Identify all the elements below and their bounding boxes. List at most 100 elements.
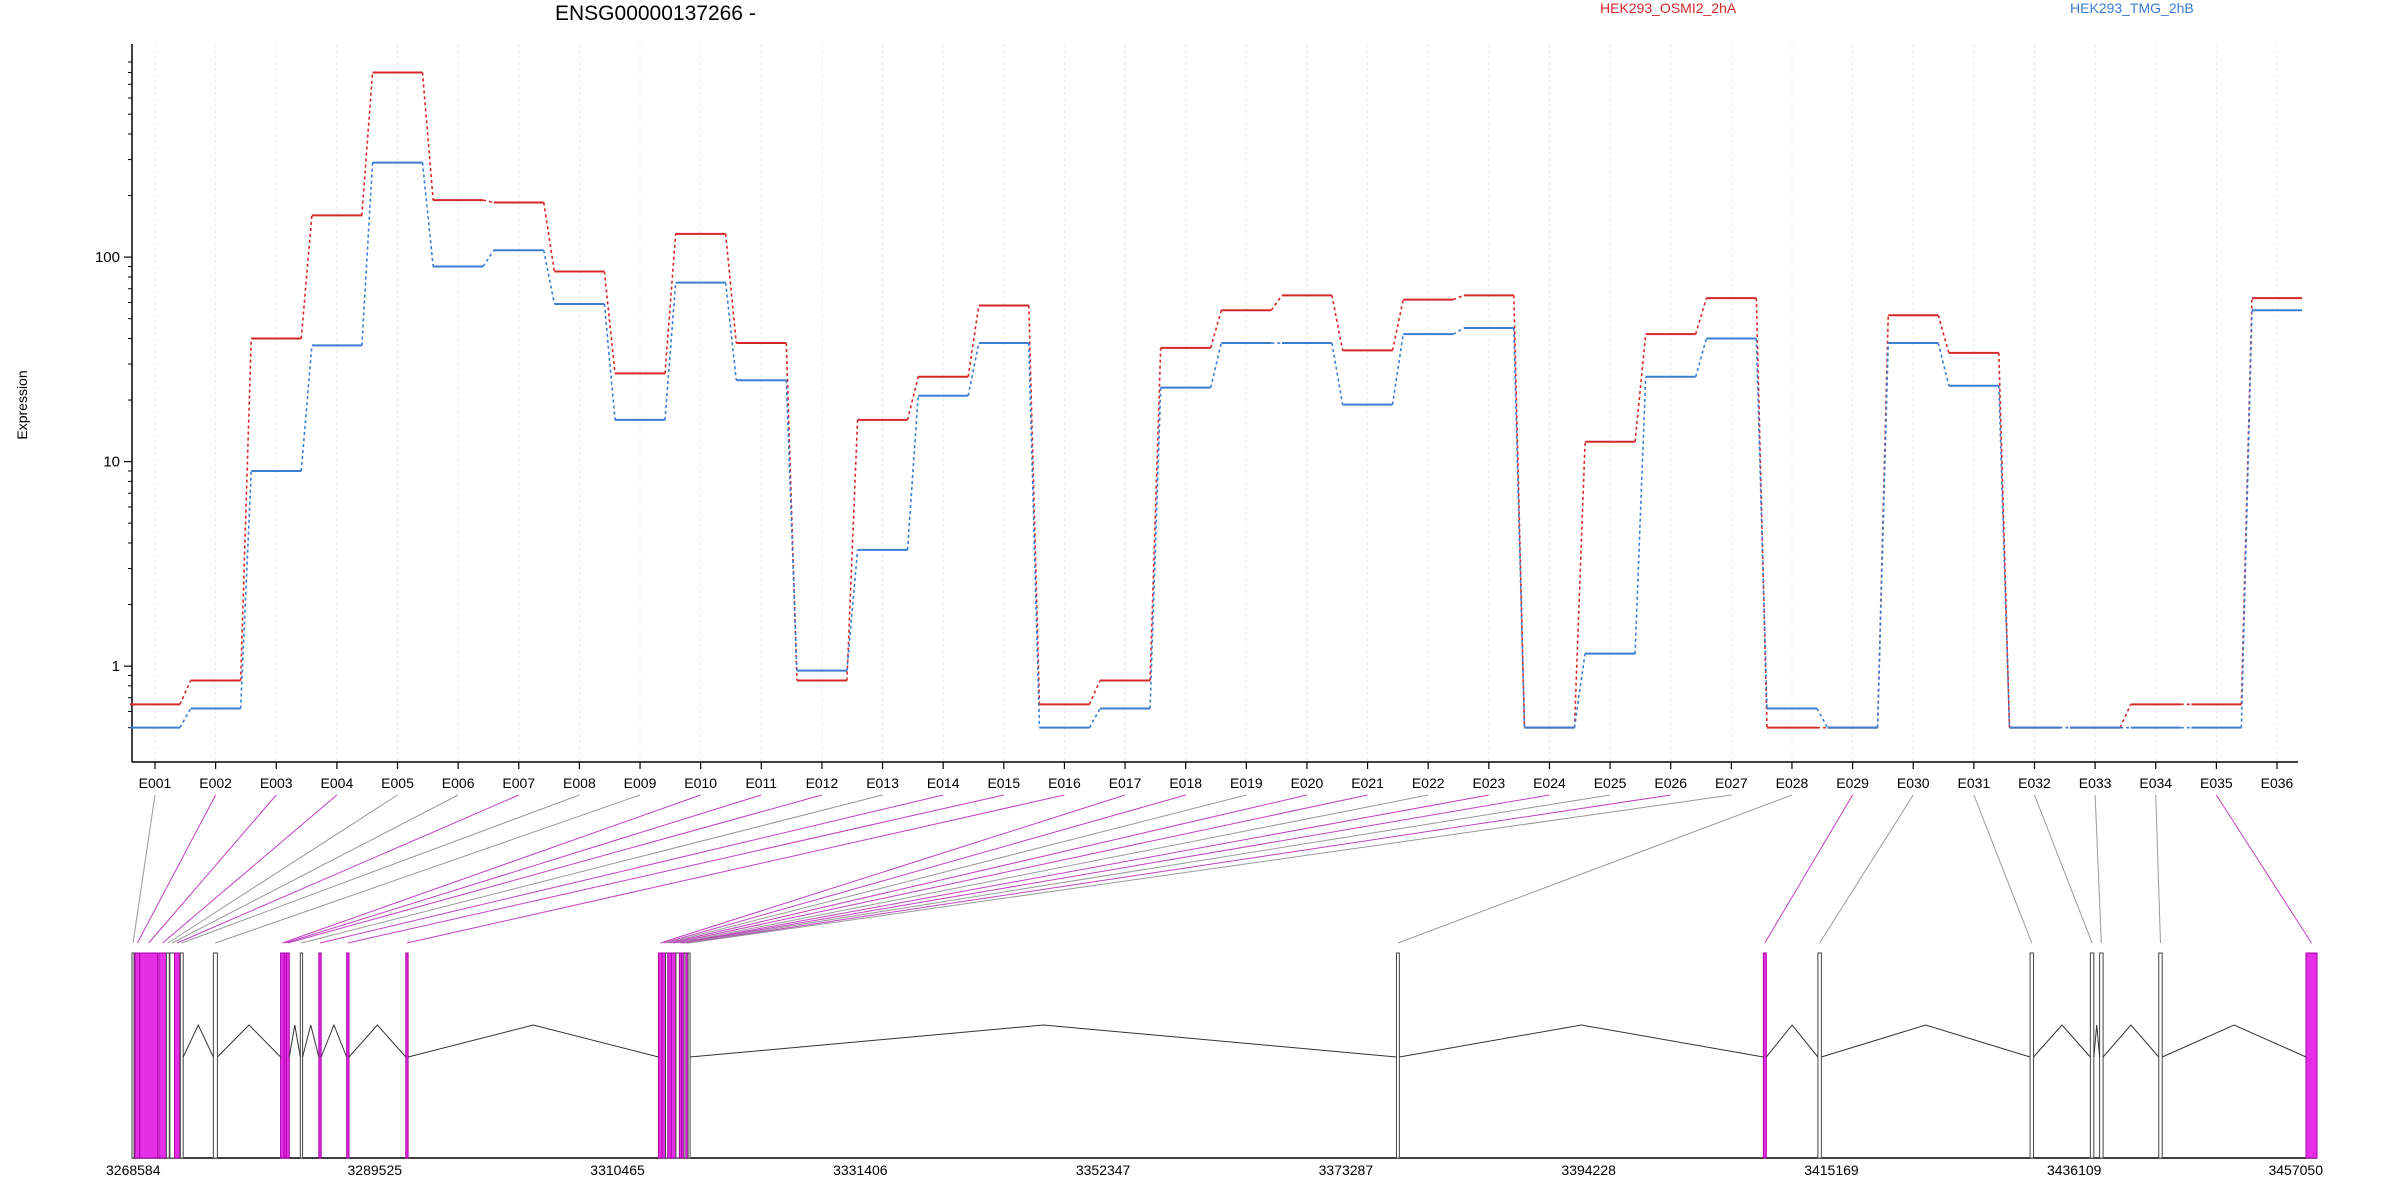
x-tick-label-e023: E023 — [1472, 775, 1505, 791]
mapping-line-e025 — [684, 794, 1611, 944]
series-1-connector — [1876, 343, 1890, 728]
series-1-connector — [2240, 310, 2253, 728]
series-1-connector — [1331, 342, 1344, 405]
genome-tick-label-3352347: 3352347 — [1076, 1162, 1131, 1178]
series-1-connector — [1391, 334, 1404, 405]
exon-box-e008 — [179, 952, 184, 1159]
y-tick-label-1: 1 — [112, 658, 120, 675]
mapping-line-e001 — [132, 794, 156, 944]
mapping-line-e023 — [680, 794, 1489, 944]
x-tick-label-e030: E030 — [1897, 775, 1930, 791]
genome-tick-label-3331406: 3331406 — [833, 1162, 888, 1178]
intron-connector — [2102, 1024, 2160, 1058]
exon-box-e029 — [1762, 952, 1767, 1159]
mapping-line-e021 — [673, 794, 1368, 944]
series-0-connector — [967, 305, 980, 377]
intron-connector — [217, 1024, 281, 1058]
mapping-line-e027 — [688, 794, 1732, 944]
x-tick-label-e036: E036 — [2261, 775, 2294, 791]
series-1-connector — [300, 345, 313, 472]
mapping-line-e018 — [663, 794, 1186, 944]
intron-connector — [1765, 1024, 1819, 1058]
series-0-connector — [1391, 299, 1404, 351]
exon-box-e034 — [2158, 952, 2163, 1159]
mapping-line-e024 — [682, 794, 1550, 944]
intron-connector — [407, 1024, 659, 1058]
mapping-line-e030 — [1819, 794, 1914, 944]
series-0-connector — [1270, 294, 1283, 311]
series-1-connector — [1088, 708, 1101, 729]
exon-box-e016 — [405, 952, 409, 1159]
mapping-line-e010 — [282, 794, 701, 944]
x-tick-label-e025: E025 — [1594, 775, 1627, 791]
series-0-connector — [603, 271, 616, 374]
exon-box-e027 — [687, 952, 691, 1159]
series-1-connector — [239, 470, 253, 709]
series-1-connector — [1755, 338, 1768, 709]
genome-tick-label-3394228: 3394228 — [1561, 1162, 1616, 1178]
x-tick-label-e017: E017 — [1109, 775, 1142, 791]
series-1-connector — [1149, 387, 1162, 709]
mapping-line-e019 — [666, 794, 1247, 944]
x-tick-label-e007: E007 — [502, 775, 535, 791]
exon-box-e009 — [212, 952, 218, 1159]
series-0-connector — [1149, 347, 1162, 681]
series-1-connector — [1816, 708, 1829, 729]
exon-box-e028 — [1395, 952, 1400, 1159]
series-1-connector — [1028, 343, 1041, 728]
x-tick-label-e011: E011 — [745, 775, 777, 791]
mapping-line-e013 — [301, 794, 883, 944]
legend-series-a: HEK293_OSMI2_2hA — [1600, 0, 1737, 16]
mapping-line-e029 — [1764, 794, 1854, 944]
exon-box-e014 — [318, 952, 322, 1159]
exon-box-e010 — [280, 952, 285, 1159]
exon-box-e032 — [2089, 952, 2095, 1159]
x-tick-label-e012: E012 — [806, 775, 839, 791]
exon-box-e013 — [299, 952, 304, 1159]
x-tick-label-e014: E014 — [927, 775, 960, 791]
x-tick-label-e026: E026 — [1654, 775, 1687, 791]
series-0-connector — [179, 680, 192, 705]
mapping-line-e033 — [2094, 794, 2102, 944]
x-tick-label-e004: E004 — [321, 775, 354, 791]
exon-box-e017 — [658, 952, 663, 1159]
x-tick-label-e006: E006 — [442, 775, 475, 791]
mapping-line-e032 — [2034, 794, 2093, 944]
series-1-connector — [1209, 342, 1223, 388]
x-tick-label-e028: E028 — [1776, 775, 1809, 791]
series-0-connector — [2119, 704, 2132, 728]
series-1-connector — [1513, 328, 1526, 728]
mapping-line-e020 — [669, 794, 1308, 944]
mapping-line-e026 — [686, 794, 1671, 944]
series-0-connector — [1513, 295, 1526, 728]
exon-box-e033 — [2099, 952, 2104, 1159]
series-1-connector — [421, 162, 434, 267]
mapping-line-e009 — [215, 794, 641, 944]
series-0-connector — [1088, 680, 1101, 705]
x-tick-label-e010: E010 — [684, 775, 717, 791]
intron-connector — [1399, 1024, 1764, 1058]
exon-box-e001 — [131, 952, 135, 1159]
intron-connector — [2162, 1024, 2307, 1058]
x-tick-label-e022: E022 — [1412, 775, 1445, 791]
intron-connector — [689, 1024, 1397, 1058]
mapping-line-e014 — [319, 794, 944, 944]
series-0-connector — [1209, 309, 1223, 349]
series-0-connector — [300, 215, 313, 339]
exon-box-e002 — [134, 952, 141, 1159]
series-0-connector — [542, 202, 556, 272]
series-0-connector — [664, 233, 677, 374]
exon-box-e030 — [1817, 952, 1822, 1159]
mapping-line-e015 — [347, 794, 1004, 944]
x-tick-label-e024: E024 — [1533, 775, 1566, 791]
series-0-connector — [906, 376, 919, 421]
series-1-connector — [603, 303, 616, 420]
exon-box-e012 — [285, 952, 290, 1159]
exon-box-e031 — [2029, 952, 2035, 1159]
series-0-connector — [1634, 334, 1647, 442]
exon-box-e007 — [174, 952, 181, 1159]
exon-box-e006 — [169, 952, 176, 1159]
x-tick-label-e018: E018 — [1169, 775, 1202, 791]
intron-connector — [2033, 1024, 2091, 1058]
exon-box-e015 — [346, 952, 350, 1159]
